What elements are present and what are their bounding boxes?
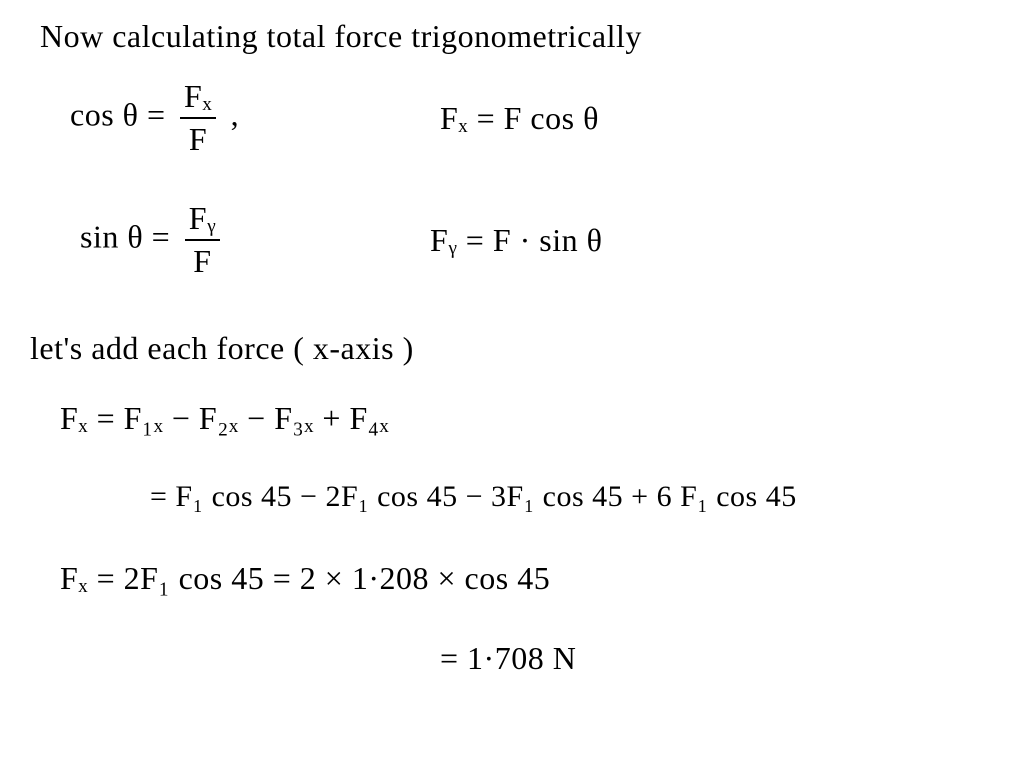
cos-sep: ,: [231, 96, 240, 132]
cos-equation-lhs: cos θ = Fₓ F ,: [70, 78, 239, 158]
fx-simplify: Fₓ = 2F₁ cos 45 = 2 × 1·208 × cos 45: [60, 560, 550, 597]
fx-result: = 1·708 N: [440, 640, 576, 677]
sin-equation-lhs: sin θ = Fᵧ F: [80, 200, 226, 280]
fx-sum: Fₓ = F₁ₓ − F₂ₓ − F₃ₓ + F₄ₓ: [60, 400, 389, 437]
sin-fraction: Fᵧ F: [185, 200, 220, 280]
add-note: let's add each force ( x-axis ): [30, 330, 414, 367]
cos-equation-rhs: Fₓ = F cos θ: [440, 100, 599, 137]
cos-fraction: Fₓ F: [180, 78, 216, 158]
cos-frac-den: F: [180, 119, 216, 158]
sin-frac-den: F: [185, 241, 220, 280]
cos-pre: cos θ =: [70, 96, 174, 132]
sin-frac-num: Fᵧ: [185, 200, 220, 241]
cos-frac-num: Fₓ: [180, 78, 216, 119]
fx-expand: = F₁ cos 45 − 2F₁ cos 45 − 3F₁ cos 45 + …: [150, 480, 797, 514]
sin-pre: sin θ =: [80, 218, 179, 254]
sin-equation-rhs: Fᵧ = F · sin θ: [430, 222, 602, 259]
title-line: Now calculating total force trigonometri…: [40, 18, 642, 55]
